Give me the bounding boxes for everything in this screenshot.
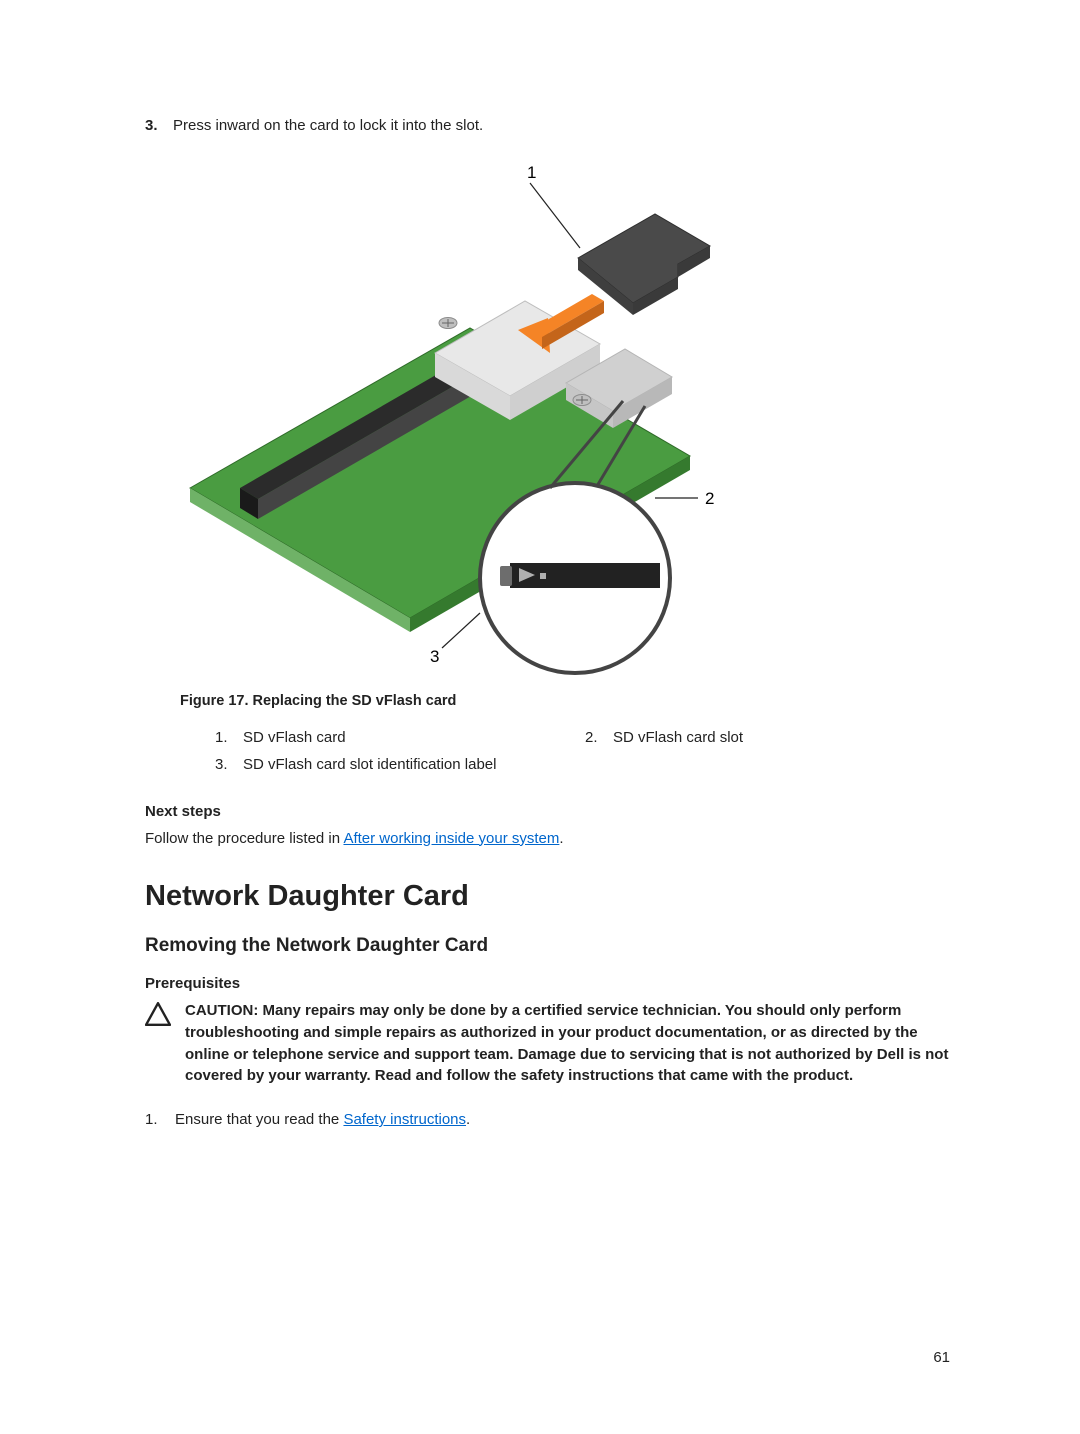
next-steps-pre: Follow the procedure listed in <box>145 830 343 847</box>
callout-row-1-text2: SD vFlash card slot <box>613 729 743 746</box>
screw-2 <box>573 394 591 405</box>
callout-row-2-text1: SD vFlash card slot identification label <box>243 756 496 773</box>
document-page: 3. Press inward on the card to lock it i… <box>0 0 1080 1434</box>
callout-row-2: 3. SD vFlash card slot identification la… <box>215 756 950 773</box>
next-steps-post: . <box>559 830 563 847</box>
step-3: 3. Press inward on the card to lock it i… <box>145 115 950 138</box>
prereq-item-1-number: 1. <box>145 1109 175 1132</box>
figure-caption: Figure 17. Replacing the SD vFlash card <box>180 693 950 709</box>
callout-table: 1. SD vFlash card 2. SD vFlash card slot… <box>215 729 950 773</box>
caution-block: CAUTION: Many repairs may only be done b… <box>145 1000 950 1087</box>
safety-instructions-link[interactable]: Safety instructions <box>343 1111 466 1128</box>
caution-icon <box>145 1002 171 1026</box>
figure-17-svg: 1 2 3 <box>180 158 830 678</box>
next-steps-heading: Next steps <box>145 803 950 820</box>
prerequisites-heading: Prerequisites <box>145 975 950 992</box>
next-steps-line: Follow the procedure listed in After wor… <box>145 828 950 851</box>
caution-text: CAUTION: Many repairs may only be done b… <box>185 1000 950 1087</box>
callout-row-1-text1: SD vFlash card <box>243 729 346 746</box>
prereq-item-1-post: . <box>466 1111 470 1128</box>
prereq-item-1-pre: Ensure that you read the <box>175 1111 343 1128</box>
callout-row-1: 1. SD vFlash card 2. SD vFlash card slot <box>215 729 950 746</box>
callout-1-number: 1 <box>527 163 536 182</box>
after-working-link[interactable]: After working inside your system <box>343 830 559 847</box>
callout-row-2-num1: 3. <box>215 756 243 773</box>
step-3-text: Press inward on the card to lock it into… <box>173 115 483 138</box>
callout-2-number: 2 <box>705 489 714 508</box>
callout-row-1-num1: 1. <box>215 729 243 746</box>
prereq-item-1-text: Ensure that you read the Safety instruct… <box>175 1109 470 1132</box>
callout-3-number: 3 <box>430 647 439 666</box>
prereq-item-1: 1. Ensure that you read the Safety instr… <box>145 1109 950 1132</box>
callout-row-1-num2: 2. <box>585 729 613 746</box>
section-heading: Network Daughter Card <box>145 880 950 913</box>
figure-17: 1 2 3 <box>180 158 830 678</box>
subsection-heading: Removing the Network Daughter Card <box>145 935 950 957</box>
step-3-number: 3. <box>145 115 173 138</box>
screw-1 <box>439 317 457 328</box>
page-number: 61 <box>933 1349 950 1366</box>
